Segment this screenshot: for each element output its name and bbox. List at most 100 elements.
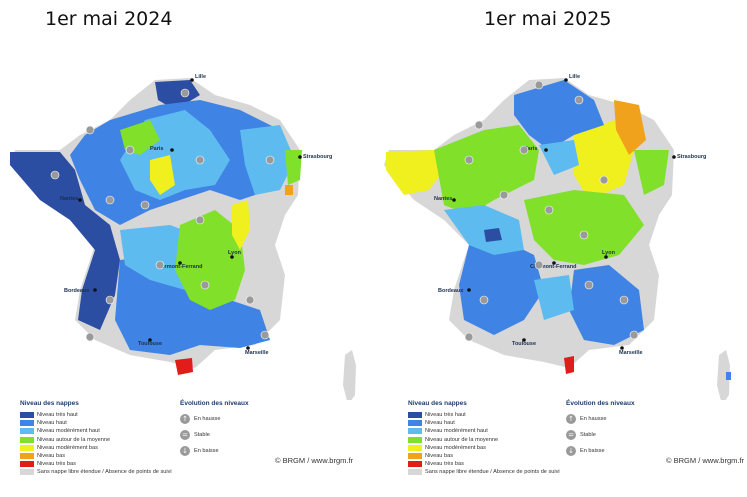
france-groundwater-map: Lille Paris Strasbourg Nantes Lyon Clerm… <box>10 74 356 400</box>
legend-title: Niveau des nappes <box>20 400 79 407</box>
evolution-title: Évolution des niveaux <box>566 400 635 407</box>
zone-moyenne <box>434 125 539 215</box>
corsica <box>717 350 730 400</box>
city-dot <box>93 288 97 292</box>
down-arrow-icon <box>474 120 484 130</box>
up-arrow-icon <box>534 260 544 270</box>
city-dot <box>190 78 194 82</box>
zone-moderement-bas <box>574 120 634 200</box>
legend-item: Niveau autour de la moyenne <box>20 436 172 444</box>
down-arrow-icon <box>200 280 210 290</box>
zone-moderement-haut <box>534 275 574 320</box>
legend-item: Niveau modérément haut <box>408 427 560 435</box>
city-dot <box>552 261 556 265</box>
legend-evolution: Évolution des niveaux ↑ En hausse = Stable… <box>180 400 249 459</box>
city-label: Nantes <box>434 196 452 202</box>
city-dot <box>178 261 182 265</box>
legend-item: Niveau bas <box>20 452 172 460</box>
zone-moyenne <box>285 150 302 185</box>
city-dot <box>620 346 624 350</box>
down-arrow-icon <box>574 95 584 105</box>
trend-markers <box>50 88 275 342</box>
down-arrow-icon: ↓ <box>180 446 190 456</box>
evolution-item: ↑ En hausse <box>180 411 249 427</box>
up-arrow-icon: ↑ <box>566 414 576 424</box>
down-arrow-icon <box>519 145 529 155</box>
city-dot <box>604 255 608 259</box>
city-markers: Lille Paris Strasbourg Nantes Lyon Clerm… <box>60 74 332 356</box>
legend-item: Niveau très haut <box>20 411 172 419</box>
down-arrow-icon <box>125 145 135 155</box>
city-label: Toulouse <box>138 341 162 347</box>
zone-haut <box>726 372 731 380</box>
up-arrow-icon <box>195 215 205 225</box>
city-label: Lyon <box>228 250 242 256</box>
city-label: Bordeaux <box>64 288 90 294</box>
down-arrow-icon <box>599 175 609 185</box>
city-label: Marseille <box>619 350 643 356</box>
city-label: Marseille <box>245 350 269 356</box>
legend-item: Niveau modérément bas <box>20 444 172 452</box>
city-dot <box>564 78 568 82</box>
up-arrow-icon <box>619 295 629 305</box>
zone-bas <box>285 185 293 195</box>
down-arrow-icon <box>180 88 190 98</box>
city-dot <box>522 338 526 342</box>
city-label: Lyon <box>602 250 616 256</box>
city-label: Paris <box>524 146 537 152</box>
zone-tres-haut <box>10 152 120 330</box>
city-dot <box>78 198 82 202</box>
down-arrow-icon <box>85 332 95 342</box>
legend-item: Niveau autour de la moyenne <box>408 436 560 444</box>
city-label: Nantes <box>60 196 78 202</box>
city-label: Strasbourg <box>677 154 706 160</box>
map-title: 1er mai 2025 <box>484 8 612 30</box>
zone-tres-bas <box>564 356 574 374</box>
zone-haut <box>459 240 544 335</box>
city-dot <box>544 148 548 152</box>
zone-moyenne <box>175 210 245 310</box>
down-arrow-icon <box>50 170 60 180</box>
city-markers: Lille Paris Strasbourg Nantes Lyon Clerm… <box>434 74 706 356</box>
city-label: Bordeaux <box>438 288 464 294</box>
up-arrow-icon <box>579 230 589 240</box>
up-arrow-icon <box>245 295 255 305</box>
evolution-item: ↓ En baisse <box>566 443 635 459</box>
legend-item: Sans nappe libre étendue / Absence de po… <box>408 468 560 476</box>
city-label: Clermont-Ferrand <box>530 264 576 270</box>
legend-nappes: Niveau des nappes Niveau très haut Nivea… <box>20 400 172 477</box>
legend-item: Niveau bas <box>408 452 560 460</box>
up-arrow-icon <box>629 330 639 340</box>
legend-item: Niveau haut <box>20 419 172 427</box>
city-label: Paris <box>150 146 163 152</box>
zone-bas <box>614 100 646 155</box>
zone-moyenne <box>524 190 644 265</box>
legend-title: Niveau des nappes <box>408 400 467 407</box>
corsica <box>343 350 356 400</box>
down-arrow-icon <box>584 280 594 290</box>
city-label: Lille <box>569 74 580 80</box>
stable-icon <box>265 155 275 165</box>
up-arrow-icon <box>105 195 115 205</box>
legend-nappes: Niveau des nappes Niveau très haut Nivea… <box>408 400 560 477</box>
down-arrow-icon <box>85 125 95 135</box>
city-dot <box>467 288 471 292</box>
up-arrow-icon <box>499 190 509 200</box>
stable-icon <box>195 155 205 165</box>
down-arrow-icon <box>464 332 474 342</box>
trend-markers <box>464 80 639 342</box>
down-arrow-icon <box>534 80 544 90</box>
stable-icon: = <box>566 430 576 440</box>
legend-item: Niveau modérément haut <box>20 427 172 435</box>
city-label: Clermont-Ferrand <box>156 264 202 270</box>
zone-tres-haut <box>484 228 502 242</box>
evolution-item: ↑ En hausse <box>566 411 635 427</box>
legend-item: Sans nappe libre étendue / Absence de po… <box>20 468 172 476</box>
legend-item: Niveau très bas <box>20 460 172 468</box>
credit: © BRGM / www.brgm.fr <box>275 456 354 465</box>
down-arrow-icon <box>544 205 554 215</box>
map-panel-2025: 1er mai 2025 Lille Paris St <box>374 0 747 497</box>
down-arrow-icon <box>479 295 489 305</box>
legend-item: Niveau modérément bas <box>408 444 560 452</box>
city-dot <box>170 148 174 152</box>
